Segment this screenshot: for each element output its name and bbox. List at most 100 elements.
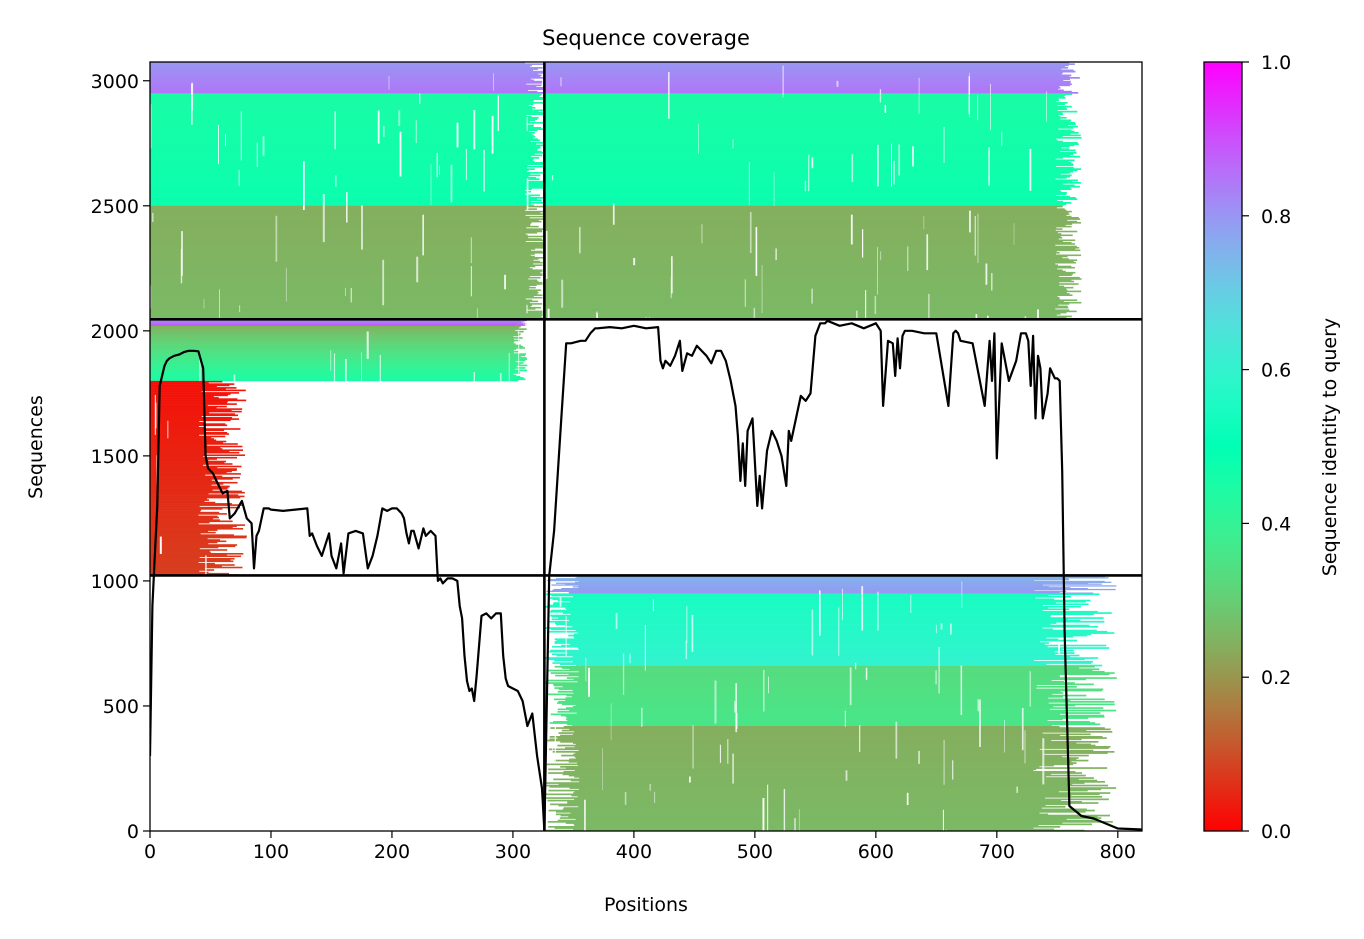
msa-row [575, 818, 1067, 821]
msa-row [150, 355, 521, 358]
msa-row [150, 132, 535, 134]
msa-gap [1029, 671, 1031, 707]
msa-row [557, 708, 1050, 711]
msa-row [150, 560, 234, 563]
msa-row [150, 194, 540, 197]
msa-row [150, 273, 547, 275]
msa-row [544, 243, 1075, 245]
msa-row [550, 803, 1070, 806]
msa-gap [322, 194, 325, 243]
msa-row [568, 774, 1086, 777]
msa-block [544, 575, 1117, 831]
msa-row [544, 100, 1057, 103]
msa-gap [798, 809, 800, 831]
msa-gap [430, 164, 432, 206]
msa-gap [979, 699, 981, 747]
msa-row [545, 782, 1085, 784]
msa-row [150, 501, 216, 504]
msa-row [150, 549, 228, 551]
msa-row [150, 212, 541, 214]
msa-gap [518, 329, 520, 375]
msa-row [150, 67, 543, 69]
msa-row [150, 240, 526, 243]
msa-row [150, 348, 516, 350]
msa-row [150, 90, 538, 93]
msa-row [150, 449, 243, 451]
msa-row [150, 463, 233, 465]
msa-row [150, 320, 526, 322]
msa-row [150, 464, 203, 466]
msa-row [150, 214, 526, 217]
msa-gap [526, 178, 529, 210]
msa-row [150, 478, 233, 480]
msa-gap [668, 72, 670, 119]
msa-gap [768, 676, 769, 694]
msa-row [150, 506, 240, 509]
msa-gap [782, 65, 784, 98]
msa-row [574, 769, 1034, 772]
msa-row [544, 202, 1072, 204]
msa-row [150, 471, 227, 474]
msa-row [150, 323, 523, 324]
msa-row [150, 404, 208, 407]
msa-row [544, 266, 1075, 269]
msa-row [557, 691, 1061, 693]
msa-row [150, 169, 529, 172]
msa-row [150, 375, 521, 378]
msa-row [150, 264, 543, 266]
msa-row [544, 184, 1075, 187]
msa-row [544, 140, 1064, 143]
msa-row [150, 149, 538, 152]
msa-row [150, 550, 210, 553]
msa-row [150, 524, 246, 526]
msa-row [150, 150, 542, 153]
msa-row [574, 756, 1063, 758]
msa-row [553, 683, 1094, 686]
msa-row [544, 124, 1068, 127]
msa-row [150, 484, 212, 486]
msa-row [150, 303, 543, 305]
msa-row [150, 204, 535, 207]
msa-row [544, 195, 1070, 198]
msa-gap [239, 305, 241, 313]
msa-row [150, 311, 545, 314]
msa-gap [399, 131, 402, 177]
msa-row [150, 183, 547, 185]
msa-row [150, 342, 514, 344]
msa-row [562, 612, 1112, 614]
msa-row [150, 315, 542, 318]
msa-row [150, 148, 538, 150]
msa-row [554, 638, 1059, 641]
msa-row [544, 134, 1081, 137]
msa-row [557, 702, 1049, 704]
msa-row [150, 257, 547, 259]
msa-row [150, 388, 226, 390]
msa-gap [844, 710, 846, 727]
msa-row [561, 588, 1088, 590]
msa-row [544, 114, 1059, 117]
x-tick-label: 400 [616, 841, 652, 863]
msa-row [544, 239, 1076, 242]
msa-row [544, 159, 1075, 162]
msa-row [578, 648, 1062, 651]
msa-row [573, 753, 1045, 756]
x-tick-label: 100 [253, 841, 289, 863]
msa-gap [579, 227, 581, 254]
msa-gap [946, 829, 947, 831]
msa-row [555, 813, 1049, 816]
msa-row [544, 200, 1064, 203]
msa-row [560, 766, 1040, 768]
msa-row [150, 62, 525, 64]
msa-gap [585, 657, 587, 682]
msa-row [150, 69, 533, 72]
msa-gap [379, 354, 381, 391]
msa-row [550, 614, 1051, 617]
msa-row [150, 255, 535, 258]
msa-row [549, 738, 1082, 741]
msa-row [544, 160, 1069, 163]
msa-row [150, 352, 514, 354]
msa-row [556, 582, 1089, 584]
msa-gap [199, 356, 201, 384]
msa-row [554, 684, 1037, 687]
msa-row [150, 304, 533, 306]
